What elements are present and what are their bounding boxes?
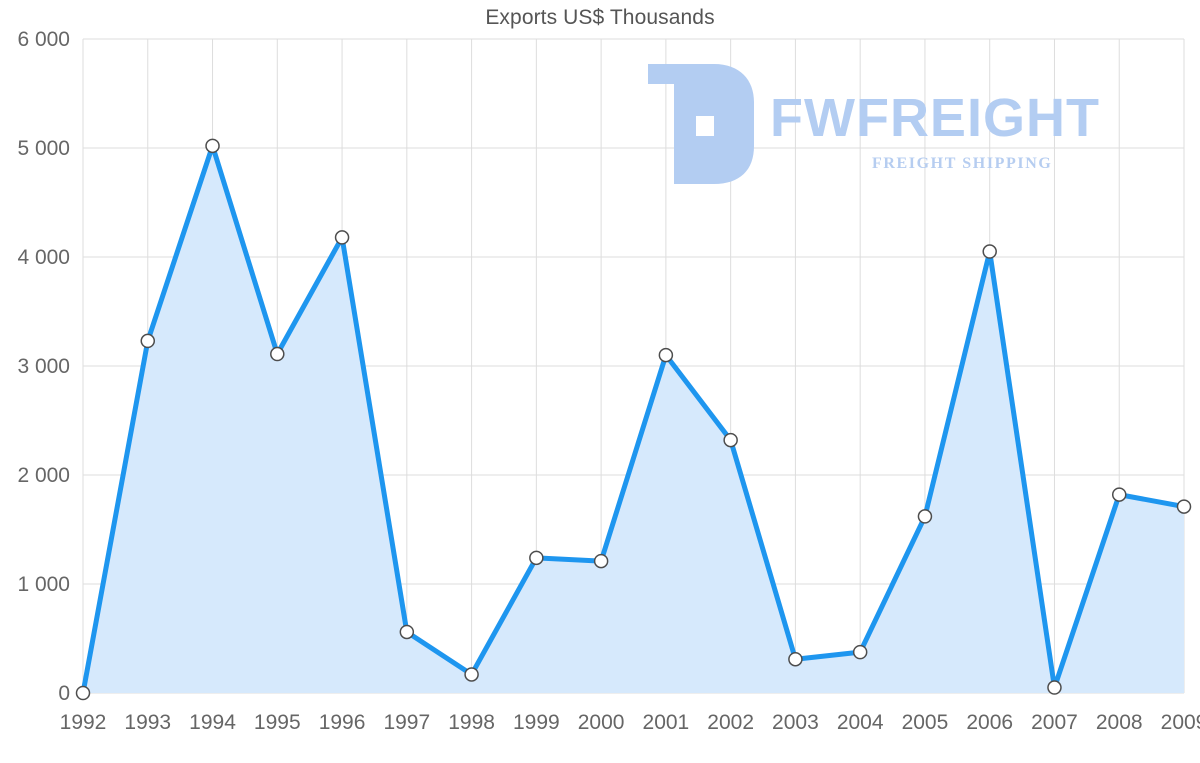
y-axis-tick-label: 3 000 xyxy=(17,355,70,378)
x-axis-tick-label: 1994 xyxy=(189,711,236,734)
x-axis-tick-label: 2007 xyxy=(1031,711,1078,734)
data-markers[interactable] xyxy=(75,138,1192,701)
x-axis-tick-label: 2005 xyxy=(902,711,949,734)
x-axis-tick-label: 1993 xyxy=(124,711,171,734)
data-point-marker[interactable] xyxy=(529,550,544,566)
y-axis-tick-label: 5 000 xyxy=(17,137,70,160)
data-point-marker[interactable] xyxy=(205,138,220,154)
data-point-marker[interactable] xyxy=(464,667,479,682)
x-axis-tick-label: 1992 xyxy=(60,711,107,734)
data-point-marker[interactable] xyxy=(399,624,415,640)
x-axis-tick-label: 1997 xyxy=(383,711,430,734)
x-axis-tick-label: 2003 xyxy=(772,711,819,734)
x-axis-tick-label: 2009 xyxy=(1161,711,1200,734)
data-point-marker[interactable] xyxy=(917,509,933,524)
x-axis-tick-label: 1995 xyxy=(254,711,301,734)
x-axis-labels: 1992 1993 1994 1995 1996 1997 1998 1999 2000 2001… xyxy=(60,711,1200,734)
data-point-marker[interactable] xyxy=(1047,680,1062,695)
y-axis-tick-label: 6 000 xyxy=(17,28,70,51)
data-line xyxy=(80,143,1187,696)
area-polygon xyxy=(83,145,1184,693)
x-axis-tick-label: 1999 xyxy=(513,711,560,734)
area-fill xyxy=(83,145,1184,693)
y-axis-tick-label: 1 000 xyxy=(17,573,70,596)
y-axis-tick-label: 0 xyxy=(58,682,70,705)
data-point-marker[interactable] xyxy=(270,346,285,362)
data-point-marker[interactable] xyxy=(75,685,91,701)
data-point-marker[interactable] xyxy=(852,644,868,660)
data-point-marker[interactable] xyxy=(593,553,609,569)
y-axis-labels: 0 1 000 2 000 3 000 4 000 5 000 6 000 xyxy=(17,28,70,705)
data-point-marker[interactable] xyxy=(1111,487,1127,502)
x-axis-tick-label: 2001 xyxy=(643,711,690,734)
data-point-marker[interactable] xyxy=(723,432,738,448)
data-point-marker[interactable] xyxy=(334,230,350,245)
data-point-marker[interactable] xyxy=(1176,499,1192,514)
data-point-marker[interactable] xyxy=(788,651,803,667)
data-point-marker[interactable] xyxy=(982,244,997,259)
x-axis-tick-label: 2008 xyxy=(1096,711,1143,734)
data-point-marker[interactable] xyxy=(658,347,674,363)
y-axis-tick-label: 2 000 xyxy=(17,464,70,487)
x-axis-tick-label: 2006 xyxy=(966,711,1013,734)
series-polyline xyxy=(80,143,1187,696)
y-axis-tick-label: 4 000 xyxy=(17,246,70,269)
x-axis-tick-label: 2002 xyxy=(707,711,754,734)
chart-title: Exports US$ Thousands xyxy=(485,6,715,29)
x-axis-tick-label: 2004 xyxy=(837,711,884,734)
x-axis-tick-label: 1998 xyxy=(448,711,495,734)
data-point-marker[interactable] xyxy=(140,333,156,349)
x-axis-tick-label: 1996 xyxy=(319,711,366,734)
x-axis-tick-label: 2000 xyxy=(578,711,625,734)
